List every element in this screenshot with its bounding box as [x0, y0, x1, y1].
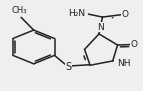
Text: H₂N: H₂N	[68, 9, 86, 18]
Text: CH₃: CH₃	[11, 6, 27, 15]
Text: NH: NH	[117, 59, 131, 68]
Text: O: O	[121, 10, 128, 19]
Text: N: N	[97, 23, 104, 31]
Text: S: S	[66, 62, 72, 72]
Text: O: O	[131, 40, 138, 49]
